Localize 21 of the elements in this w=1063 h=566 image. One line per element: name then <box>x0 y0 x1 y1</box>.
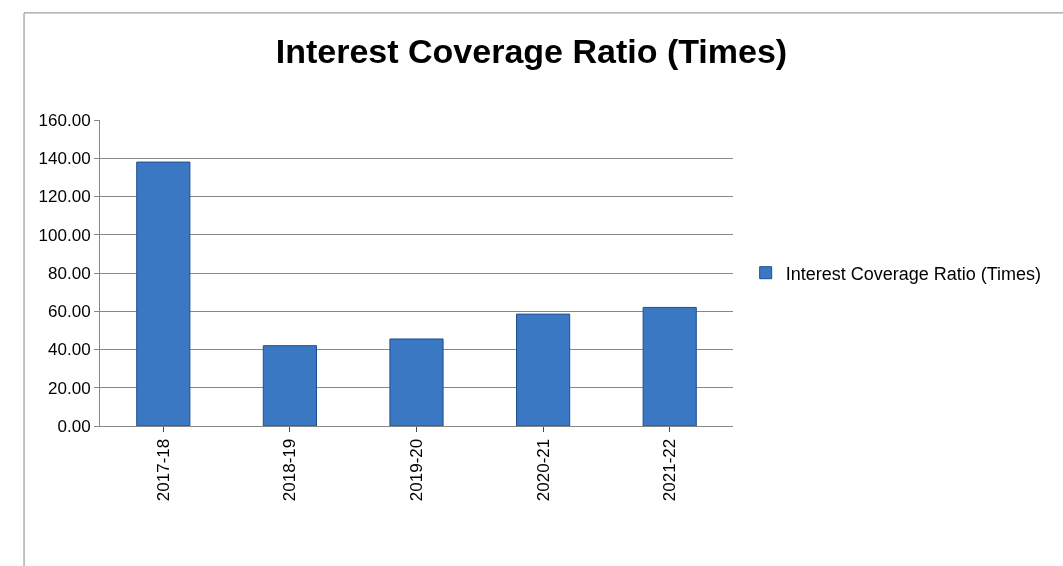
y-tick-label: 60.00 <box>48 302 91 322</box>
chart-title: Interest Coverage Ratio (Times) <box>275 32 788 71</box>
y-tick-label: 160.00 <box>38 110 91 130</box>
x-tick-label: 2017-18 <box>153 438 173 502</box>
bar <box>389 338 444 426</box>
y-tick-label: 40.00 <box>48 340 91 360</box>
y-tick-label: 140.00 <box>38 149 91 169</box>
y-tick-label: 100.00 <box>38 225 91 245</box>
y-tick-label: 80.00 <box>48 263 91 283</box>
x-tick-label: 2018-19 <box>280 438 300 502</box>
bar <box>516 313 571 426</box>
bar <box>136 161 191 426</box>
y-tick-label: 120.00 <box>38 187 91 207</box>
x-tick-label: 2020-21 <box>533 438 553 502</box>
bar <box>262 345 317 426</box>
x-tick-label: 2019-20 <box>407 438 427 502</box>
legend-label: Interest Coverage Ratio (Times) <box>785 263 1042 284</box>
y-tick-label: 20.00 <box>48 378 91 398</box>
y-tick-label: 0.00 <box>57 416 91 436</box>
x-tick-label: 2021-22 <box>660 438 680 502</box>
bar <box>642 306 697 426</box>
